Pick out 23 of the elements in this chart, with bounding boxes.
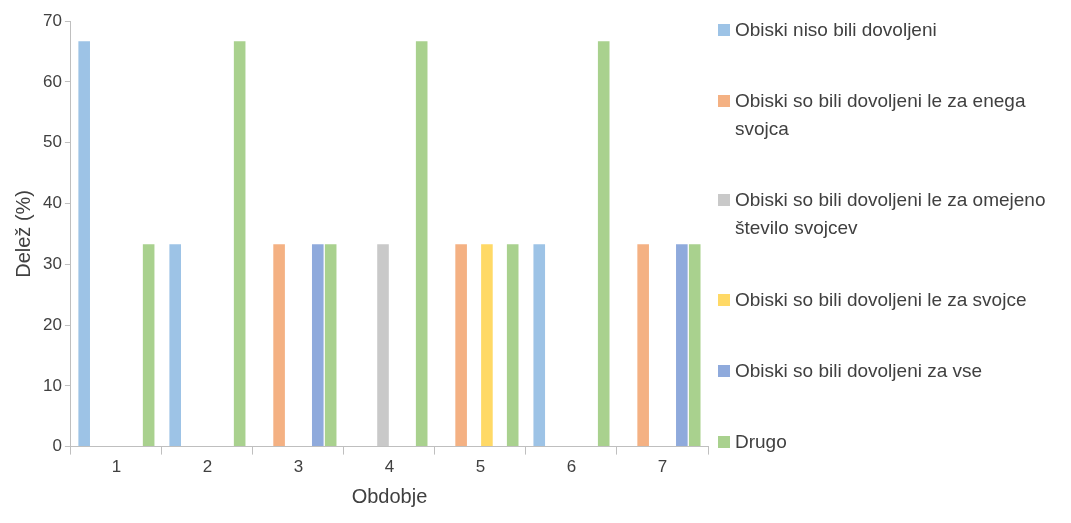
- legend-label: Obiski so bili dovoljeni le za svojce: [735, 287, 1027, 312]
- y-tick-label: 60: [42, 71, 62, 91]
- y-axis-title: Delež (%): [11, 190, 34, 278]
- y-tick-label: 30: [42, 253, 62, 273]
- legend-label: Obiski so bili dovoljeni le za enega svojca: [735, 89, 1027, 141]
- legend-label: Obiski so bili dovoljeni za vse: [735, 358, 983, 383]
- y-tick-label: 20: [42, 314, 62, 334]
- y-tick-label: 40: [42, 193, 62, 213]
- x-tick-label: 3: [293, 457, 304, 477]
- legend-label: Obiski niso bili dovoljeni: [735, 18, 937, 42]
- x-axis-title: Obdobje: [351, 484, 428, 507]
- x-tick-label: 7: [657, 457, 668, 477]
- x-tick-label: 1: [111, 457, 122, 477]
- y-tick-label: 70: [42, 10, 62, 30]
- legend-label: Obiski so bili dovoljeni le za omejeno število svojcev: [735, 188, 1047, 241]
- x-tick-label: 4: [384, 457, 395, 477]
- x-tick-label: 6: [566, 457, 577, 477]
- x-tick-label: 2: [202, 457, 213, 477]
- legend-label: Drugo: [735, 430, 787, 455]
- y-tick-label: 50: [42, 132, 62, 152]
- y-tick-label: 10: [42, 375, 62, 395]
- y-tick-label: 0: [52, 436, 62, 456]
- x-tick-label: 5: [475, 457, 486, 477]
